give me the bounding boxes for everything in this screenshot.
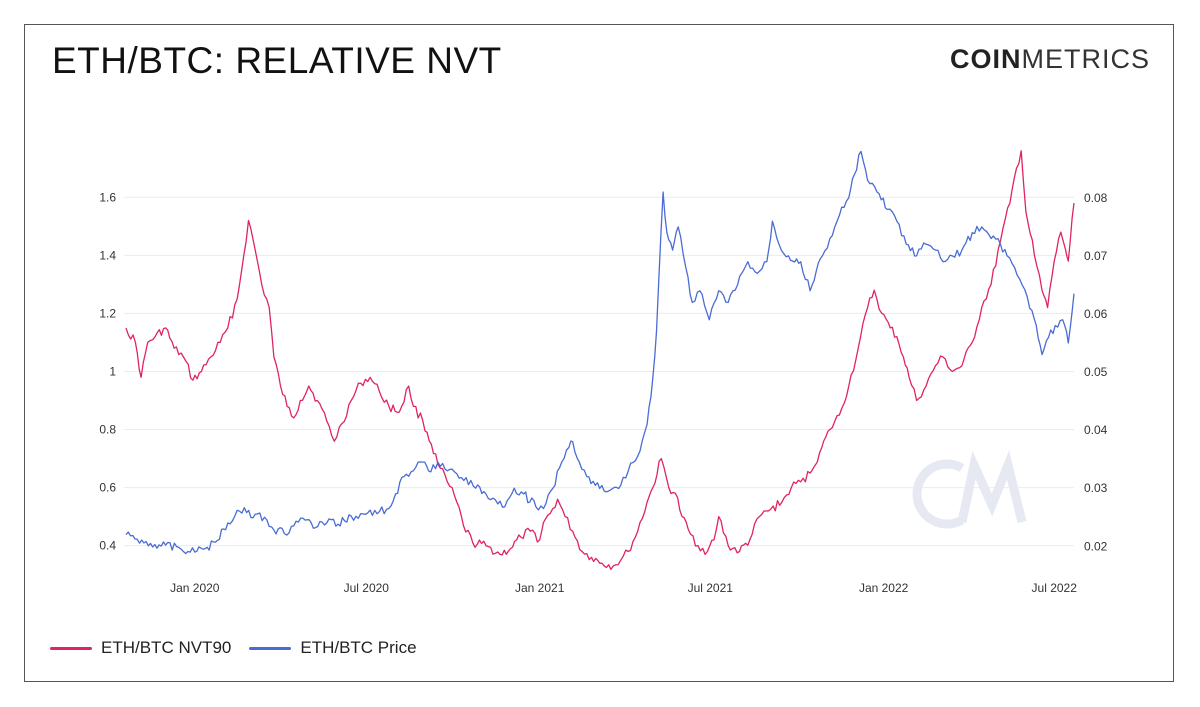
x-tick-label: Jan 2022 xyxy=(859,581,909,595)
x-tick-label: Jul 2021 xyxy=(688,581,734,595)
y-axis-left: 0.4 0.6 0.8 1 1.2 1.4 1.6 xyxy=(99,190,116,552)
x-tick-label: Jul 2020 xyxy=(344,581,390,595)
legend-swatch-price xyxy=(249,646,292,650)
legend-label-price: ETH/BTC Price xyxy=(300,638,417,657)
chart-frame xyxy=(24,24,1174,682)
legend-swatch-nvt xyxy=(50,646,92,650)
x-axis: Jan 2020 Jul 2020 Jan 2021 Jul 2021 Jan 2022… xyxy=(170,581,1077,595)
grid-lines xyxy=(124,196,1074,547)
y-right-tick-label: 0.07 xyxy=(1084,249,1108,263)
series-lines xyxy=(125,150,1075,571)
legend-label-nvt: ETH/BTC NVT90 xyxy=(101,638,232,657)
legend: ETH/BTC NVT90 ETH/BTC Price xyxy=(50,638,435,658)
y-right-tick-label: 0.08 xyxy=(1084,191,1108,205)
y-right-tick-label: 0.04 xyxy=(1084,423,1108,437)
y-left-tick-label: 0.4 xyxy=(99,539,116,553)
y-left-tick-label: 1.4 xyxy=(99,248,116,262)
legend-item-price[interactable]: ETH/BTC Price xyxy=(249,638,417,658)
legend-item-nvt[interactable]: ETH/BTC NVT90 xyxy=(50,638,231,658)
logo-bold: COIN xyxy=(950,44,1022,74)
x-tick-label: Jul 2022 xyxy=(1032,581,1078,595)
chart-title: ETH/BTC: RELATIVE NVT xyxy=(52,40,502,81)
y-right-tick-label: 0.06 xyxy=(1084,307,1108,321)
coinmetrics-logo: COINMETRICS xyxy=(950,44,1150,75)
logo-light: METRICS xyxy=(1021,44,1150,74)
x-tick-label: Jan 2020 xyxy=(170,581,220,595)
y-right-tick-label: 0.05 xyxy=(1084,365,1108,379)
cm-watermark xyxy=(912,450,1027,529)
y-left-tick-label: 1.2 xyxy=(99,306,116,320)
y-right-tick-label: 0.03 xyxy=(1084,481,1108,495)
y-left-tick-label: 1.6 xyxy=(99,190,116,204)
price-line xyxy=(125,150,1075,555)
y-left-tick-label: 1 xyxy=(109,364,116,378)
x-tick-label: Jan 2021 xyxy=(515,581,565,595)
y-left-tick-label: 0.6 xyxy=(99,481,116,495)
y-left-tick-label: 0.8 xyxy=(99,423,116,437)
y-axis-right: 0.02 0.03 0.04 0.05 0.06 0.07 0.08 xyxy=(1084,191,1108,553)
y-right-tick-label: 0.02 xyxy=(1084,539,1108,553)
nvt90-line xyxy=(125,150,1075,571)
